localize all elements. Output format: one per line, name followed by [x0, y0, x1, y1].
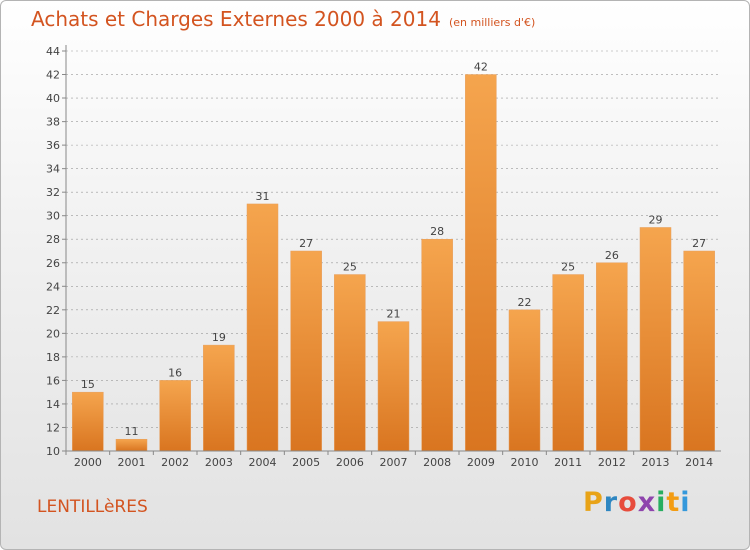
logo-letter: P: [583, 487, 604, 518]
bar-value-label: 29: [649, 213, 663, 226]
x-tick-label: 2006: [336, 456, 364, 469]
y-tick-label: 34: [46, 163, 60, 176]
x-tick-label: 2000: [74, 456, 102, 469]
bar-value-label: 25: [561, 261, 575, 274]
bar-2012[interactable]: [596, 262, 628, 452]
x-tick-label: 2014: [685, 456, 713, 469]
bar-value-label: 31: [256, 190, 270, 203]
y-tick-label: 14: [46, 398, 60, 411]
x-tick-label: 2011: [554, 456, 582, 469]
bar-2013[interactable]: [639, 227, 672, 452]
x-tick-label: 2009: [467, 456, 495, 469]
bar-value-label: 25: [343, 261, 357, 274]
y-tick-label: 42: [46, 69, 60, 82]
y-tick-label: 38: [46, 116, 60, 129]
y-tick-label: 12: [46, 421, 60, 434]
y-tick-label: 30: [46, 210, 60, 223]
bar-value-label: 11: [125, 425, 139, 438]
logo-letter: o: [618, 487, 638, 518]
bar-2008[interactable]: [421, 238, 453, 452]
x-tick-label: 2005: [292, 456, 320, 469]
logo-letter: i: [680, 487, 691, 518]
bar-2001[interactable]: [115, 438, 148, 452]
logo-letter: x: [637, 487, 657, 518]
bar-2003[interactable]: [203, 344, 235, 452]
chart-title: Achats et Charges Externes 2000 à 2014: [31, 7, 441, 31]
bar-2002[interactable]: [159, 380, 191, 452]
y-tick-label: 16: [46, 374, 60, 387]
logo-letter: i: [656, 487, 667, 518]
y-tick-label: 10: [46, 445, 60, 458]
y-tick-label: 40: [46, 92, 60, 105]
bar-2009[interactable]: [465, 74, 497, 452]
y-tick-label: 26: [46, 257, 60, 270]
bars: 15 11 16 19 31 27 25 21 28 42 22 25 26 29 27: [72, 61, 715, 452]
y-tick-label: 18: [46, 351, 60, 364]
bar-value-label: 19: [212, 331, 226, 344]
axes: 10 12 14 16 18 20 22 24 26 28 30 32 34 36 38 40 42 44 2000…: [46, 45, 721, 469]
commune-name: LENTILLèRES: [37, 497, 148, 517]
bar-2010[interactable]: [508, 309, 541, 452]
x-tick-label: 2007: [380, 456, 408, 469]
bar-2006[interactable]: [334, 274, 366, 452]
bar-value-label: 27: [692, 237, 706, 250]
y-tick-label: 28: [46, 233, 60, 246]
bar-2014[interactable]: [683, 250, 715, 452]
y-tick-label: 32: [46, 186, 60, 199]
x-tick-label: 2008: [423, 456, 451, 469]
logo-letter: r: [603, 487, 619, 518]
y-tick-label: 22: [46, 304, 60, 317]
bar-value-label: 22: [518, 296, 532, 309]
x-tick-label: 2004: [249, 456, 277, 469]
bar-value-label: 27: [299, 237, 313, 250]
x-tick-label: 2012: [598, 456, 626, 469]
bar-value-label: 42: [474, 61, 488, 74]
y-tick-label: 44: [46, 45, 60, 58]
x-tick-label: 2010: [511, 456, 539, 469]
y-tick-label: 24: [46, 280, 60, 293]
x-tick-label: 2001: [118, 456, 146, 469]
bar-2005[interactable]: [290, 250, 322, 452]
chart-title-block: Achats et Charges Externes 2000 à 2014 (e…: [31, 7, 535, 31]
bar-2007[interactable]: [377, 321, 410, 452]
x-tick-label: 2002: [161, 456, 189, 469]
bar-2000[interactable]: [72, 391, 104, 452]
bar-value-label: 21: [387, 308, 401, 321]
x-tick-label: 2013: [642, 456, 670, 469]
bar-2011[interactable]: [552, 274, 584, 452]
logo-letter: t: [666, 487, 681, 518]
bar-value-label: 16: [168, 366, 182, 379]
proxiti-logo[interactable]: Proxiti: [583, 487, 691, 518]
bar-value-label: 15: [81, 378, 95, 391]
bar-value-label: 26: [605, 249, 619, 262]
y-tick-label: 20: [46, 327, 60, 340]
chart-subtitle: (en milliers d'€): [448, 16, 536, 29]
y-tick-label: 36: [46, 139, 60, 152]
x-tick-label: 2003: [205, 456, 233, 469]
bar-value-label: 28: [430, 225, 444, 238]
bar-2004[interactable]: [246, 203, 279, 452]
